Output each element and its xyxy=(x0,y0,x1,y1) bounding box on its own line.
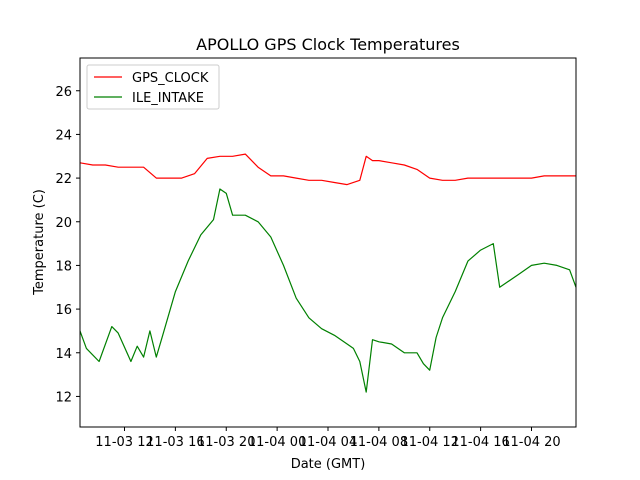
legend-box xyxy=(86,64,220,110)
y-tick-label: 24 xyxy=(55,128,72,143)
y-tick-label: 16 xyxy=(55,303,72,318)
chart-title: APOLLO GPS Clock Temperatures xyxy=(196,35,460,54)
legend: GPS_CLOCK ILE_INTAKE xyxy=(86,64,220,110)
series-line-ile-intake xyxy=(79,188,577,393)
series-layer xyxy=(79,153,577,393)
x-tick-label: 11-04 12 xyxy=(401,435,459,450)
y-axis-label: Temperature (C) xyxy=(32,189,47,296)
series-line-gps-clock xyxy=(79,153,576,186)
x-tick-label: 11-04 08 xyxy=(350,435,408,450)
x-tick-label: 11-04 20 xyxy=(502,435,560,450)
x-tick-label: 11-03 20 xyxy=(197,435,255,450)
legend-entry-label: GPS_CLOCK xyxy=(132,71,209,86)
y-tick-label: 26 xyxy=(55,85,72,100)
legend-entry-label: ILE_INTAKE xyxy=(132,91,204,106)
x-tick-label: 11-04 00 xyxy=(248,435,306,450)
y-tick-label: 18 xyxy=(55,259,72,274)
y-tick-label: 14 xyxy=(55,347,72,362)
x-tick-label: 11-04 16 xyxy=(451,435,509,450)
x-axis-label: Date (GMT) xyxy=(291,457,366,472)
y-tick-label: 20 xyxy=(55,216,72,231)
y-tick-label: 12 xyxy=(55,390,72,405)
x-tick-label: 11-03 12 xyxy=(95,435,153,450)
y-tick-label: 22 xyxy=(55,172,72,187)
x-tick-label: 11-04 04 xyxy=(299,435,357,450)
y-axis: 12 14 16 18 20 22 24 26 xyxy=(55,85,80,405)
plot-background xyxy=(80,58,576,427)
x-tick-label: 11-03 16 xyxy=(146,435,204,450)
